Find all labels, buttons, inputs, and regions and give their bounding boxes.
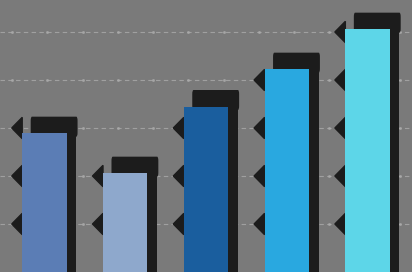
Polygon shape: [254, 69, 265, 91]
Bar: [274, 63, 319, 272]
Polygon shape: [254, 117, 265, 139]
FancyBboxPatch shape: [273, 53, 320, 73]
FancyBboxPatch shape: [31, 117, 77, 137]
Polygon shape: [93, 165, 103, 187]
Polygon shape: [335, 165, 345, 187]
Polygon shape: [173, 165, 184, 187]
Polygon shape: [335, 21, 345, 43]
Polygon shape: [12, 117, 22, 139]
Polygon shape: [254, 213, 265, 235]
Polygon shape: [173, 213, 184, 235]
Polygon shape: [254, 165, 265, 187]
Polygon shape: [12, 213, 22, 235]
Polygon shape: [173, 117, 184, 139]
Polygon shape: [335, 117, 345, 139]
Polygon shape: [12, 165, 22, 187]
Bar: [355, 23, 400, 272]
Bar: [265, 69, 309, 272]
Bar: [113, 167, 157, 272]
Bar: [345, 29, 390, 272]
Bar: [184, 107, 228, 272]
Bar: [22, 133, 67, 272]
Polygon shape: [335, 69, 345, 91]
Bar: [194, 100, 238, 272]
Polygon shape: [93, 213, 103, 235]
Polygon shape: [335, 213, 345, 235]
Bar: [103, 173, 147, 272]
FancyBboxPatch shape: [354, 13, 401, 33]
Bar: [32, 127, 76, 272]
FancyBboxPatch shape: [112, 157, 158, 177]
FancyBboxPatch shape: [192, 90, 239, 110]
